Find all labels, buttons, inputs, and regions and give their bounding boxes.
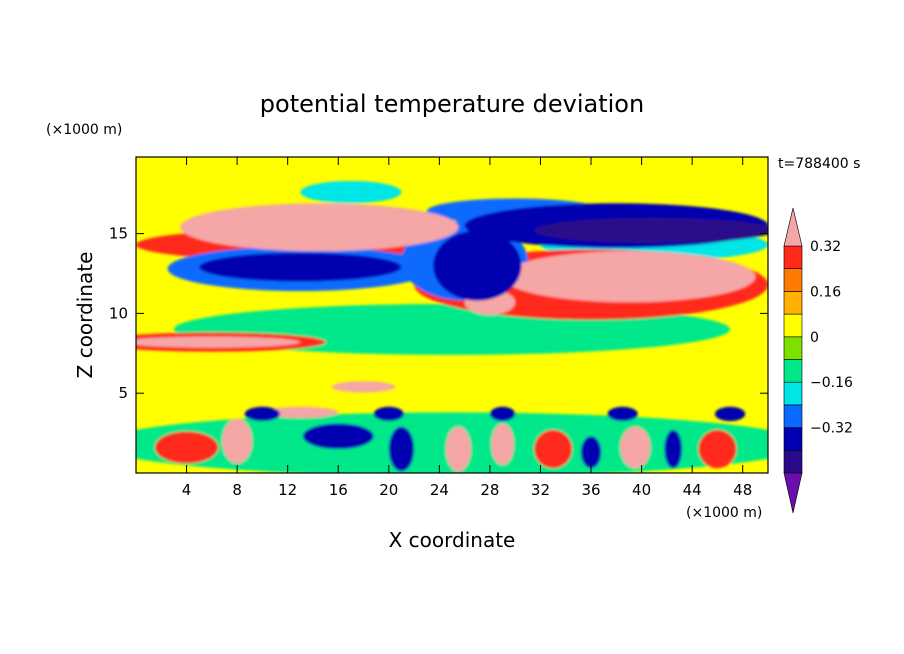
colorbar-box: [783, 313, 803, 338]
contour-region: [154, 431, 219, 464]
x-tick-label: 36: [581, 481, 600, 499]
x-tick-label: 8: [232, 481, 242, 499]
plot-area: [135, 156, 769, 474]
colorbar-extend-max: [783, 207, 803, 247]
contour-region: [445, 426, 471, 472]
x-tick-label: 48: [733, 481, 752, 499]
x-axis-label: X coordinate: [389, 528, 516, 552]
contour-region: [221, 418, 253, 464]
time-label: t=788400 s: [778, 156, 860, 172]
x-tick-label: 40: [632, 481, 651, 499]
x-tick-label: 24: [430, 481, 449, 499]
contour-region: [534, 217, 768, 244]
contour-region: [262, 406, 339, 418]
contour-region: [136, 336, 301, 348]
colorbar-extend-min: [783, 472, 803, 514]
x-axis: 4 8 12 16 20 24 28 32 36 40 44 48: [182, 157, 752, 499]
contour-region: [302, 423, 374, 450]
contour-region: [433, 230, 522, 301]
y-tick-label: 10: [109, 304, 128, 322]
colorbar-box: [783, 449, 803, 474]
colorbar-label: −0.32: [810, 421, 853, 437]
colorbar-label: 0.32: [810, 239, 841, 255]
colorbar-label: 0: [810, 330, 819, 346]
y-tick-label: 15: [109, 225, 128, 243]
contour-region: [698, 429, 737, 469]
colorbar-box: [783, 336, 803, 360]
contour-region: [534, 429, 573, 469]
contour-region: [580, 436, 602, 469]
contour-region: [388, 426, 415, 472]
contour-region: [244, 406, 281, 422]
x-tick-label: 16: [329, 481, 348, 499]
colorbar-box: [783, 245, 803, 270]
colorbar-label: −0.16: [810, 375, 853, 391]
contour-region: [491, 423, 514, 466]
colorbar-box: [783, 268, 803, 292]
x-tick-label: 4: [182, 481, 192, 499]
colorbar-box: [783, 291, 803, 315]
colorbar-box: [783, 404, 803, 428]
x-tick-label: 44: [683, 481, 702, 499]
x-tick-label: 12: [278, 481, 297, 499]
colorbar-box: [783, 359, 803, 383]
y-tick-label: 5: [118, 384, 128, 402]
x-unit-label: (×1000 m): [686, 505, 762, 521]
x-tick-label: 20: [379, 481, 398, 499]
contour-region: [620, 426, 651, 469]
y-axis: 5 10 15: [109, 225, 768, 402]
contour-region: [714, 406, 746, 422]
contour-region: [331, 381, 396, 393]
colorbar: 0.32 0.16 0 −0.16 −0.32: [783, 207, 853, 514]
x-tick-label: 28: [480, 481, 499, 499]
plot-frame: [135, 156, 769, 474]
contour-region: [300, 180, 402, 204]
contour-region: [199, 252, 402, 282]
contour-region: [565, 255, 718, 288]
contour-region: [489, 406, 516, 422]
contour-region: [664, 429, 683, 469]
y-axis-label: Z coordinate: [73, 252, 97, 379]
y-unit-label: (×1000 m): [46, 122, 122, 138]
colorbar-box: [783, 427, 803, 451]
x-tick-label: 32: [531, 481, 550, 499]
contour-region: [607, 406, 638, 422]
contour-region: [373, 406, 404, 422]
colorbar-box: [783, 381, 803, 406]
chart-title: potential temperature deviation: [260, 90, 644, 118]
contour-region: [211, 209, 427, 239]
colorbar-label: 0.16: [810, 284, 841, 300]
